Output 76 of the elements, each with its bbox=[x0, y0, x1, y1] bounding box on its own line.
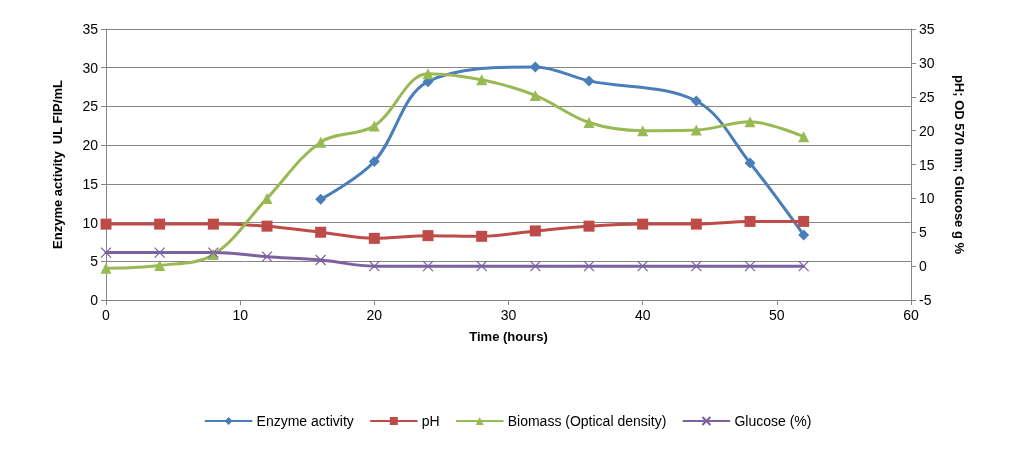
y-tick-label: 25 bbox=[82, 98, 99, 115]
point bbox=[583, 220, 595, 232]
x-tick-label: 0 bbox=[102, 307, 111, 323]
point bbox=[744, 260, 756, 272]
y-tick-label: 0 bbox=[90, 292, 99, 308]
point bbox=[583, 75, 595, 87]
point bbox=[690, 260, 702, 272]
point bbox=[315, 226, 327, 238]
x-axis-title: Time (hours) bbox=[469, 329, 548, 344]
y2-tick-label: -5 bbox=[919, 292, 932, 308]
point bbox=[100, 262, 112, 274]
point bbox=[368, 155, 380, 167]
x-tick-label: 30 bbox=[500, 307, 517, 323]
point bbox=[422, 68, 434, 80]
y2-tick-label: 5 bbox=[919, 224, 927, 241]
point bbox=[315, 136, 327, 148]
point bbox=[744, 215, 756, 227]
point bbox=[100, 218, 112, 230]
point bbox=[476, 230, 488, 242]
point bbox=[529, 260, 541, 272]
y2-tick-label: 0 bbox=[919, 258, 927, 275]
point bbox=[798, 229, 810, 241]
legend-label: pH bbox=[421, 413, 440, 429]
point bbox=[798, 215, 810, 227]
point bbox=[476, 74, 488, 86]
point bbox=[100, 246, 112, 259]
point bbox=[529, 225, 541, 237]
point bbox=[637, 218, 649, 230]
x-tick-label: 10 bbox=[232, 307, 249, 323]
x-tick-label: 20 bbox=[366, 307, 383, 323]
point bbox=[690, 218, 702, 230]
point bbox=[422, 230, 434, 242]
y2-axis-title: pH; OD 570 nm; Glucose g % bbox=[952, 74, 967, 255]
legend-label: Glucose (%) bbox=[734, 413, 812, 429]
legend-label: Enzyme activity bbox=[256, 413, 354, 429]
legend-label: Biomass (Optical density) bbox=[507, 413, 667, 429]
y-tick-label: 15 bbox=[82, 175, 99, 192]
point bbox=[154, 246, 166, 259]
point bbox=[154, 259, 166, 271]
point bbox=[368, 232, 380, 244]
y2-tick-label: 35 bbox=[919, 21, 935, 37]
point bbox=[368, 260, 380, 272]
point bbox=[476, 260, 488, 272]
point bbox=[261, 251, 273, 263]
point bbox=[637, 260, 649, 272]
point bbox=[315, 254, 327, 266]
point bbox=[637, 125, 649, 137]
y-tick-label: 5 bbox=[90, 253, 99, 270]
y-tick-label: 35 bbox=[82, 21, 99, 37]
point bbox=[261, 220, 273, 232]
point bbox=[207, 218, 219, 230]
y-tick-label: 20 bbox=[82, 137, 99, 154]
point bbox=[368, 120, 380, 132]
y-tick-label: 10 bbox=[82, 214, 99, 231]
point bbox=[798, 131, 810, 143]
y-axis-title: Enzyme activity UL FIP/mL bbox=[50, 80, 65, 249]
y2-tick-label: 20 bbox=[919, 122, 935, 139]
point bbox=[422, 260, 434, 272]
point bbox=[583, 260, 595, 272]
point bbox=[744, 116, 756, 128]
x-tick-label: 50 bbox=[769, 307, 785, 323]
y2-tick-label: 15 bbox=[919, 156, 935, 173]
x-tick-label: 60 bbox=[903, 307, 919, 323]
point bbox=[154, 218, 166, 230]
point bbox=[583, 117, 595, 128]
y-tick-label: 30 bbox=[82, 59, 99, 76]
x-tick-label: 40 bbox=[634, 307, 651, 323]
y2-tick-label: 25 bbox=[919, 88, 935, 105]
y2-tick-label: 10 bbox=[919, 190, 935, 207]
point bbox=[315, 193, 327, 205]
point bbox=[690, 95, 702, 107]
point bbox=[690, 124, 702, 136]
y2-tick-label: 30 bbox=[919, 54, 935, 71]
point bbox=[529, 89, 541, 101]
point bbox=[798, 260, 810, 272]
point bbox=[744, 157, 756, 169]
